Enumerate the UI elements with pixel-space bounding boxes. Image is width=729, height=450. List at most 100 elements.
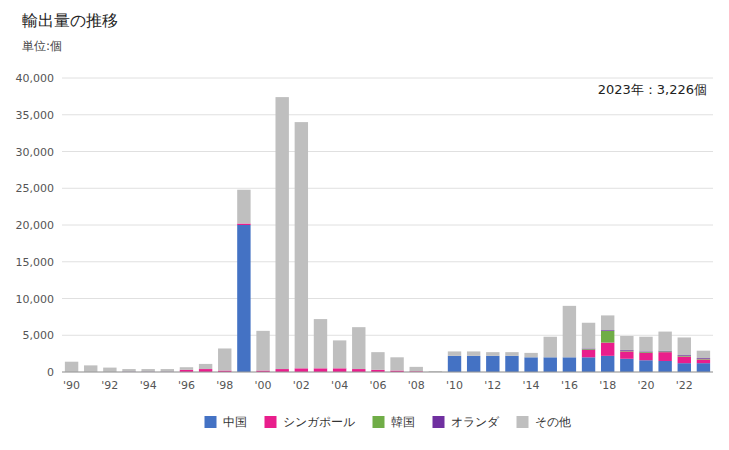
x-axis-line (62, 372, 713, 373)
bar-segment (697, 358, 710, 360)
bar-segment (601, 315, 614, 330)
bar-segment (275, 97, 288, 369)
bar-segment (678, 357, 691, 364)
bar-segment (467, 356, 480, 372)
grid-line (62, 225, 713, 226)
x-tick-label: '20 (637, 379, 654, 392)
bar-segment (658, 361, 671, 372)
bar-segment (180, 367, 193, 370)
x-tick-label: '14 (523, 379, 540, 392)
bar-segment (620, 351, 633, 358)
bar-segment (697, 360, 710, 364)
bar-segment (295, 368, 308, 372)
x-tick-label: '10 (446, 379, 463, 392)
legend-item: 中国 (205, 415, 247, 429)
bar-segment (697, 351, 710, 358)
title: 輸出量の推移 (22, 11, 118, 30)
bar-segment (563, 306, 576, 357)
x-axis: '90'92'94'96'98'00'02'04'06'08'10'12'14'… (62, 372, 713, 392)
bar-segment (352, 327, 365, 369)
bar-segment (295, 122, 308, 368)
x-tick-label: '08 (408, 379, 425, 392)
grid-line (62, 298, 713, 299)
bar-segment (237, 225, 250, 372)
bar-segment (505, 356, 518, 372)
bars (65, 97, 710, 372)
bar-segment (486, 356, 499, 372)
bar-segment (486, 352, 499, 356)
y-tick-label: 0 (47, 366, 54, 379)
bar-segment (563, 357, 576, 372)
y-tick-label: 25,000 (16, 182, 55, 195)
bar-segment (678, 363, 691, 372)
x-tick-label: '00 (255, 379, 272, 392)
bar-segment (582, 357, 595, 372)
x-tick-label: '18 (599, 379, 616, 392)
legend-label: オランダ (451, 415, 500, 429)
grid-line (62, 78, 713, 79)
bar-segment (524, 353, 537, 357)
bar-segment (658, 332, 671, 351)
y-tick-label: 40,000 (16, 72, 55, 85)
bar-segment (582, 349, 595, 351)
bar-segment (620, 359, 633, 372)
x-tick-label: '90 (63, 379, 80, 392)
chart: 輸出量の推移単位:個05,00010,00015,00020,00025,000… (0, 0, 729, 450)
legend-swatch (373, 416, 385, 428)
legend-item: オランダ (433, 415, 500, 429)
bar-segment (620, 350, 633, 352)
x-tick-label: '16 (561, 379, 578, 392)
legend-swatch (205, 416, 217, 428)
legend-label: その他 (535, 415, 571, 429)
bar-segment (410, 367, 423, 371)
bar-segment (122, 369, 135, 372)
bar-segment (371, 352, 384, 370)
legend-item: シンガポール (265, 415, 355, 429)
legend-label: シンガポール (283, 415, 355, 429)
legend-item: 韓国 (373, 415, 415, 429)
bar-segment (678, 337, 691, 355)
bar-segment (582, 350, 595, 357)
bar-segment (544, 357, 557, 372)
bar-segment (639, 337, 652, 352)
legend-swatch (517, 416, 529, 428)
bar-segment (333, 340, 346, 368)
bar-segment (237, 224, 250, 225)
grid-line (62, 335, 713, 336)
x-tick-label: '94 (140, 379, 157, 392)
bar-segment (658, 352, 671, 361)
grid-line (62, 372, 713, 373)
bar-segment (448, 356, 461, 372)
y-tick-label: 15,000 (16, 256, 55, 269)
legend-label: 韓国 (391, 415, 415, 429)
bar-segment (639, 360, 652, 372)
y-tick-label: 10,000 (16, 293, 55, 306)
bar-segment (697, 363, 710, 372)
bar-segment (601, 331, 614, 343)
bar-segment (524, 357, 537, 372)
y-tick-label: 35,000 (16, 109, 55, 122)
y-tick-label: 5,000 (23, 329, 55, 342)
bar-segment (601, 343, 614, 356)
legend-label: 中国 (223, 415, 247, 429)
x-tick-label: '12 (484, 379, 501, 392)
grid-line (62, 151, 713, 152)
bar-segment (390, 357, 403, 370)
bar-segment (658, 351, 671, 353)
bar-segment (639, 353, 652, 360)
x-tick-label: '22 (676, 379, 693, 392)
legend-swatch (265, 416, 277, 428)
x-tick-label: '96 (178, 379, 195, 392)
bar-segment (141, 369, 154, 372)
grid-line (62, 188, 713, 189)
legend-item: その他 (517, 415, 571, 429)
bar-segment (314, 319, 327, 368)
annotation: 2023年：3,226個 (598, 82, 707, 97)
legend: 中国 シンガポール 韓国 オランダ その他 (205, 415, 571, 429)
legend-swatch (433, 416, 445, 428)
bar-segment (84, 365, 97, 372)
y-axis: 05,00010,00015,00020,00025,00030,00035,0… (16, 72, 714, 379)
bar-segment (601, 356, 614, 372)
y-tick-label: 20,000 (16, 219, 55, 232)
bar-segment (314, 368, 327, 372)
